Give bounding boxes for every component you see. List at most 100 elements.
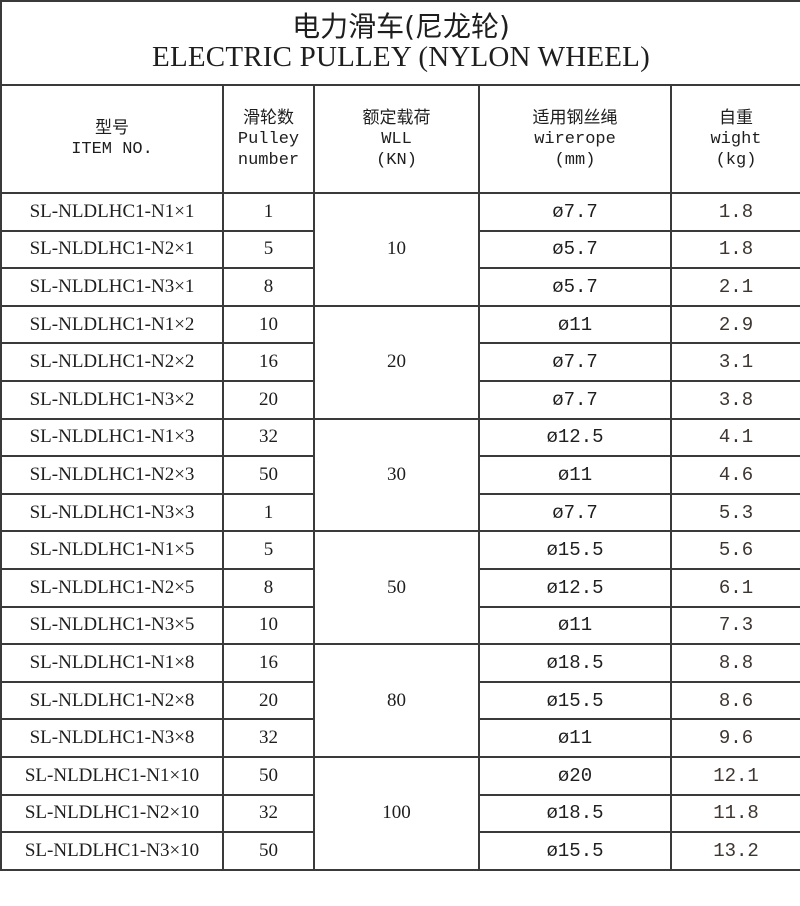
item-no-cell: SL-NLDLHC1-N2×5	[0, 567, 224, 608]
weight-cell: 8.8	[670, 643, 800, 683]
weight-cell: 7.3	[670, 605, 800, 646]
wirerope-cell: ø7.7	[478, 379, 672, 420]
table-row: SL-NLDLHC1-N3×3 1 ø7.7 5.3	[0, 492, 800, 533]
item-no-cell: SL-NLDLHC1-N2×2	[0, 342, 224, 382]
header-weight: 自重 wight (kg)	[670, 84, 800, 194]
table-row: SL-NLDLHC1-N2×5 8 ø12.5 6.1	[0, 567, 800, 608]
wirerope-cell: ø11	[478, 455, 672, 495]
pulley-number-cell: 16	[222, 643, 315, 683]
item-no-cell: SL-NLDLHC1-N1×10	[0, 755, 224, 796]
item-no-cell: SL-NLDLHC1-N2×8	[0, 680, 224, 721]
table-row: SL-NLDLHC1-N1×2 10 20 ø11 2.9	[0, 304, 800, 420]
header-label-cn: 型号	[95, 118, 129, 138]
wll-cell: 10	[313, 192, 480, 307]
wll-cell: 50	[313, 530, 480, 646]
weight-cell: 3.1	[670, 342, 800, 382]
header-label-unit: (KN)	[376, 150, 417, 170]
header-label-unit: (kg)	[715, 150, 757, 170]
table-title: 电力滑车(尼龙轮) ELECTRIC PULLEY (NYLON WHEEL)	[0, 0, 800, 86]
table-row: SL-NLDLHC1-N3×10 50 ø15.5 13.2	[0, 831, 800, 871]
header-label-en: wirerope	[534, 129, 616, 149]
wirerope-cell: ø7.7	[478, 342, 672, 382]
item-no-cell: SL-NLDLHC1-N3×8	[0, 718, 224, 758]
table-row: SL-NLDLHC1-N3×2 20 ø7.7 3.8	[0, 379, 800, 420]
item-no-cell: SL-NLDLHC1-N2×1	[0, 229, 224, 270]
pulley-number-cell: 32	[222, 718, 315, 758]
item-no-cell: SL-NLDLHC1-N3×2	[0, 379, 224, 420]
table-row: SL-NLDLHC1-N1×8 16 80 ø18.5 8.8	[0, 643, 800, 758]
item-no-cell: SL-NLDLHC1-N2×10	[0, 793, 224, 834]
wirerope-cell: ø11	[478, 718, 672, 758]
pulley-number-cell: 32	[222, 417, 315, 458]
weight-cell: 3.8	[670, 379, 800, 420]
wll-cell: 80	[313, 643, 480, 758]
weight-cell: 11.8	[670, 793, 800, 834]
table-row: SL-NLDLHC1-N1×1 1 10 ø7.7 1.8	[0, 192, 800, 307]
pulley-number-cell: 16	[222, 342, 315, 382]
item-no-cell: SL-NLDLHC1-N3×1	[0, 267, 224, 307]
weight-cell: 1.8	[670, 192, 800, 232]
pulley-number-cell: 20	[222, 680, 315, 721]
wirerope-cell: ø12.5	[478, 567, 672, 608]
header-label-en: Pulley	[237, 129, 300, 149]
pulley-number-cell: 20	[222, 379, 315, 420]
pulley-number-cell: 50	[222, 755, 315, 796]
pulley-number-cell: 50	[222, 831, 315, 871]
pulley-number-cell: 1	[222, 492, 315, 533]
item-no-cell: SL-NLDLHC1-N1×8	[0, 643, 224, 683]
weight-cell: 5.3	[670, 492, 800, 533]
pulley-number-cell: 1	[222, 192, 315, 232]
wirerope-cell: ø5.7	[478, 267, 672, 307]
weight-cell: 5.6	[670, 530, 800, 570]
table-row: SL-NLDLHC1-N2×8 20 ø15.5 8.6	[0, 680, 800, 721]
wirerope-cell: ø20	[478, 755, 672, 796]
pulley-spec-table: 电力滑车(尼龙轮) ELECTRIC PULLEY (NYLON WHEEL) …	[0, 0, 800, 871]
header-label-cn: 适用钢丝绳	[532, 107, 618, 128]
item-no-cell: SL-NLDLHC1-N3×10	[0, 831, 224, 871]
table-row: SL-NLDLHC1-N3×8 32 ø11 9.6	[0, 718, 800, 758]
item-no-cell: SL-NLDLHC1-N1×5	[0, 530, 224, 570]
wirerope-cell: ø12.5	[478, 417, 672, 458]
weight-cell: 9.6	[670, 718, 800, 758]
wirerope-cell: ø18.5	[478, 643, 672, 683]
header-pulley-number: 滑轮数 Pulley number	[222, 84, 315, 194]
title-chinese: 电力滑车(尼龙轮)	[292, 9, 510, 43]
header-label-en: ITEM NO.	[71, 140, 153, 159]
weight-cell: 13.2	[670, 831, 800, 871]
table-row: SL-NLDLHC1-N3×1 8 ø5.7 2.1	[0, 267, 800, 307]
wll-cell: 20	[313, 304, 480, 420]
header-label-unit: number	[237, 150, 300, 170]
pulley-number-cell: 10	[222, 304, 315, 345]
wirerope-cell: ø15.5	[478, 530, 672, 570]
wirerope-cell: ø5.7	[478, 229, 672, 270]
pulley-number-cell: 5	[222, 530, 315, 570]
pulley-number-cell: 10	[222, 605, 315, 646]
wirerope-cell: ø11	[478, 605, 672, 646]
weight-cell: 4.6	[670, 455, 800, 495]
header-label-en: wight	[710, 129, 762, 149]
header-wirerope: 适用钢丝绳 wirerope (mm)	[478, 84, 672, 194]
table-row: SL-NLDLHC1-N1×3 32 30 ø12.5 4.1	[0, 417, 800, 533]
header-item-no: 型号 ITEM NO.	[0, 84, 224, 194]
header-wll: 额定载荷 WLL (KN)	[313, 84, 480, 194]
wll-cell: 30	[313, 417, 480, 533]
item-no-cell: SL-NLDLHC1-N3×5	[0, 605, 224, 646]
header-label-unit: (mm)	[554, 150, 596, 170]
header-row: 型号 ITEM NO. 滑轮数 Pulley number 额定载荷 WLL (KN) 适用钢丝…	[0, 84, 800, 194]
item-no-cell: SL-NLDLHC1-N1×1	[0, 192, 224, 232]
wirerope-cell: ø15.5	[478, 831, 672, 871]
header-label-cn: 滑轮数	[243, 107, 294, 128]
weight-cell: 6.1	[670, 567, 800, 608]
pulley-number-cell: 32	[222, 793, 315, 834]
wirerope-cell: ø15.5	[478, 680, 672, 721]
weight-cell: 2.1	[670, 267, 800, 307]
table-row: SL-NLDLHC1-N1×10 50 100 ø20 12.1	[0, 755, 800, 871]
wirerope-cell: ø18.5	[478, 793, 672, 834]
pulley-number-cell: 50	[222, 455, 315, 495]
weight-cell: 12.1	[670, 755, 800, 796]
wirerope-cell: ø7.7	[478, 192, 672, 232]
wirerope-cell: ø11	[478, 304, 672, 345]
header-label-cn: 额定载荷	[362, 107, 431, 128]
pulley-number-cell: 8	[222, 567, 315, 608]
table-row: SL-NLDLHC1-N2×1 5 ø5.7 1.8	[0, 229, 800, 270]
